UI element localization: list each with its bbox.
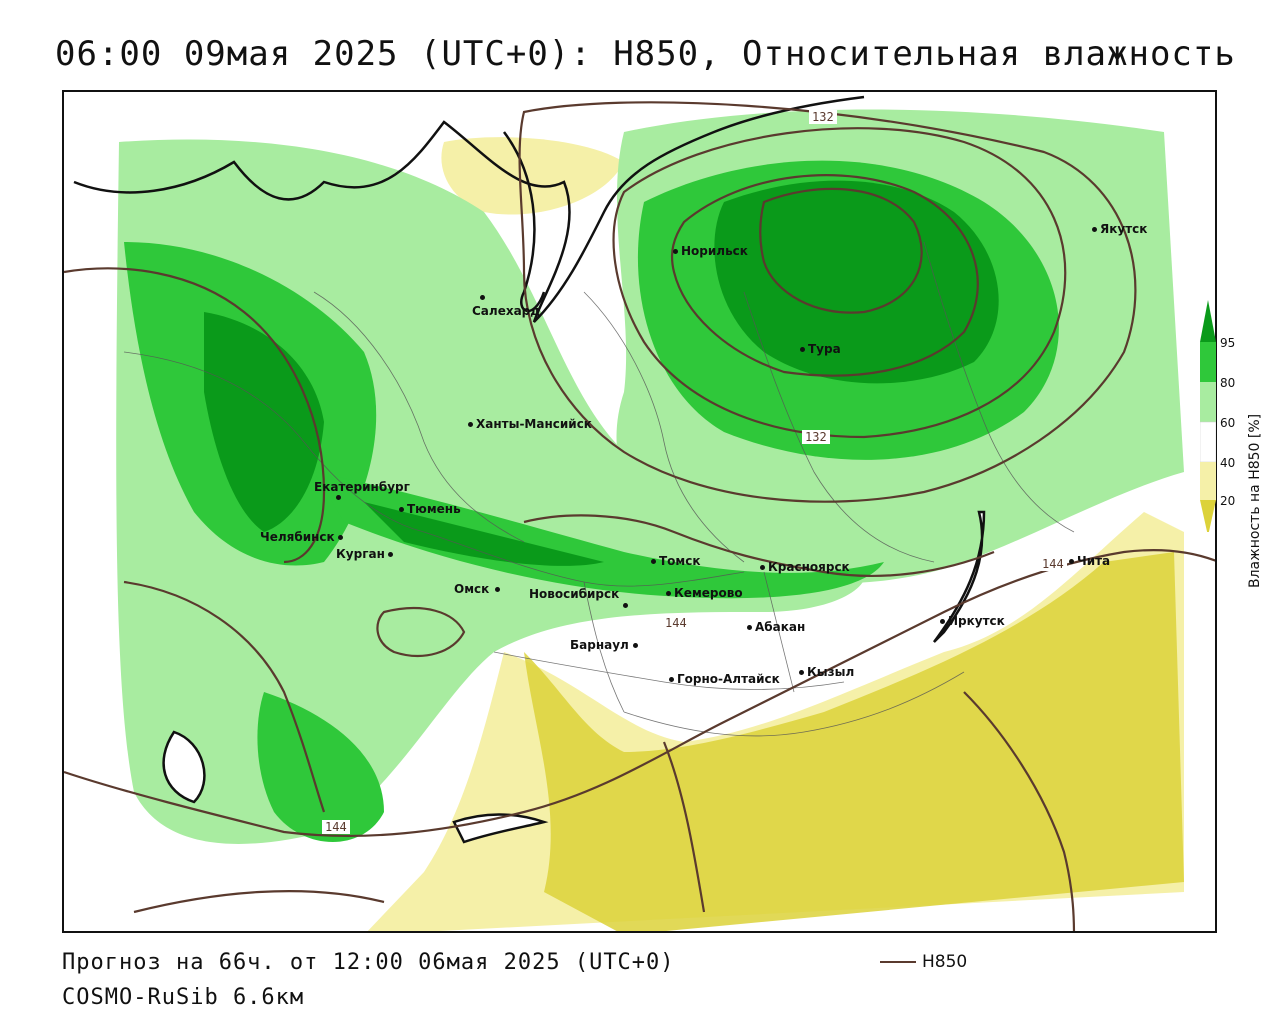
contour-label: 144 [665, 616, 687, 630]
city-dot [387, 552, 393, 557]
contour-inner-1 [670, 174, 979, 377]
city-dot [1092, 227, 1097, 232]
contour-labels: 132 132 144 144 144 [322, 110, 1067, 834]
saturated-band-center [364, 502, 604, 566]
city-dot [632, 643, 638, 648]
lake-balkhash [452, 813, 549, 844]
city-label: Новосибирск [529, 587, 620, 601]
city-dot [651, 559, 656, 564]
coastline-north [73, 95, 865, 323]
contour-lower-4 [376, 607, 466, 657]
city-label: Омск [454, 582, 503, 596]
city-dot [480, 295, 485, 300]
very-dry-region [524, 552, 1184, 931]
city-label [623, 598, 631, 612]
city-dot [623, 603, 628, 608]
h850-contours [64, 101, 1215, 931]
contour-label: 132 [812, 110, 834, 124]
lake-baikal [932, 510, 986, 643]
city-label [480, 290, 488, 304]
city-label: Чита [1069, 554, 1110, 568]
saturated-core-west [204, 312, 324, 532]
city-dot [1069, 559, 1074, 564]
contour-lower-3 [963, 691, 1076, 931]
contour-lower-2 [662, 741, 706, 913]
humidity-legend: 95 80 60 40 20 [1200, 300, 1280, 600]
city-dot [468, 422, 473, 427]
legend-tick: 95 [1220, 336, 1236, 350]
coastline-yamal [502, 131, 546, 313]
city-label: Тура [800, 342, 841, 356]
city-dot [666, 591, 671, 596]
contour-label: 144 [1042, 557, 1064, 571]
city-dot [399, 507, 404, 512]
contour-lower-5 [133, 890, 385, 914]
city-dot [799, 670, 804, 675]
humidity-map: 132 132 144 144 144 [64, 92, 1215, 931]
legend-tick: 80 [1220, 376, 1236, 390]
contour-132-large [518, 101, 1137, 503]
city-label [336, 490, 344, 504]
city-label: Ханты-Мансийск [468, 417, 592, 431]
contour-key-label: H850 [922, 952, 968, 972]
contour-key: H850 [880, 952, 967, 972]
city-label: Салехард [472, 304, 540, 318]
city-label: Тюмень [399, 502, 461, 516]
city-label: Иркутск [940, 614, 1005, 628]
forecast-caption: Прогноз на 66ч. от 12:00 06мая 2025 (UTC… [62, 950, 675, 975]
city-dot [669, 677, 674, 682]
map-title: 06:00 09мая 2025 (UTC+0): H850, Относите… [55, 34, 1236, 74]
legend-tick: 40 [1220, 456, 1236, 470]
legend-tick: 60 [1220, 416, 1236, 430]
city-label: Красноярск [760, 560, 850, 574]
contour-lower-1 [523, 514, 995, 578]
region-borders [123, 241, 1075, 737]
contour-144-south [64, 548, 1215, 838]
contour-inner-2 [759, 187, 923, 314]
city-label: Горно-Алтайск [669, 672, 780, 686]
city-dot [940, 619, 945, 624]
saturated-core-east [714, 180, 999, 384]
contour-label: 132 [805, 430, 827, 444]
legend-title: Влажность на H850 [%] [1247, 413, 1263, 588]
model-caption: COSMO-RuSib 6.6км [62, 985, 305, 1010]
contour-label: 144 [325, 820, 347, 834]
legend-tick: 20 [1220, 494, 1236, 508]
city-label: Челябинск [260, 530, 346, 544]
contour-144-southwest [123, 580, 326, 813]
contour-144-middle [64, 267, 326, 564]
contour-swatch [880, 961, 916, 963]
contour-132-outer [612, 127, 1067, 439]
city-label: Барнаул [570, 638, 641, 652]
city-dot [760, 565, 765, 570]
city-label: Норильск [673, 244, 748, 258]
map-area: 132 132 144 144 144 Норильск Якутск Сале… [62, 90, 1217, 933]
city-dot [336, 495, 341, 500]
city-label: Кызыл [799, 665, 854, 679]
city-label: Томск [651, 554, 701, 568]
city-dot [800, 347, 805, 352]
city-dot [747, 625, 752, 630]
legend-colorbar [1200, 300, 1216, 532]
city-dot [337, 535, 343, 540]
city-label: Курган [336, 547, 396, 561]
city-dot [495, 587, 501, 592]
city-dot [673, 249, 678, 254]
city-label: Екатеринбург [314, 480, 410, 494]
city-label: Абакан [747, 620, 805, 634]
city-label: Кемерово [666, 586, 743, 600]
city-label: Якутск [1092, 222, 1147, 236]
caspian-shore [162, 730, 206, 804]
wet-southwest [257, 692, 384, 842]
